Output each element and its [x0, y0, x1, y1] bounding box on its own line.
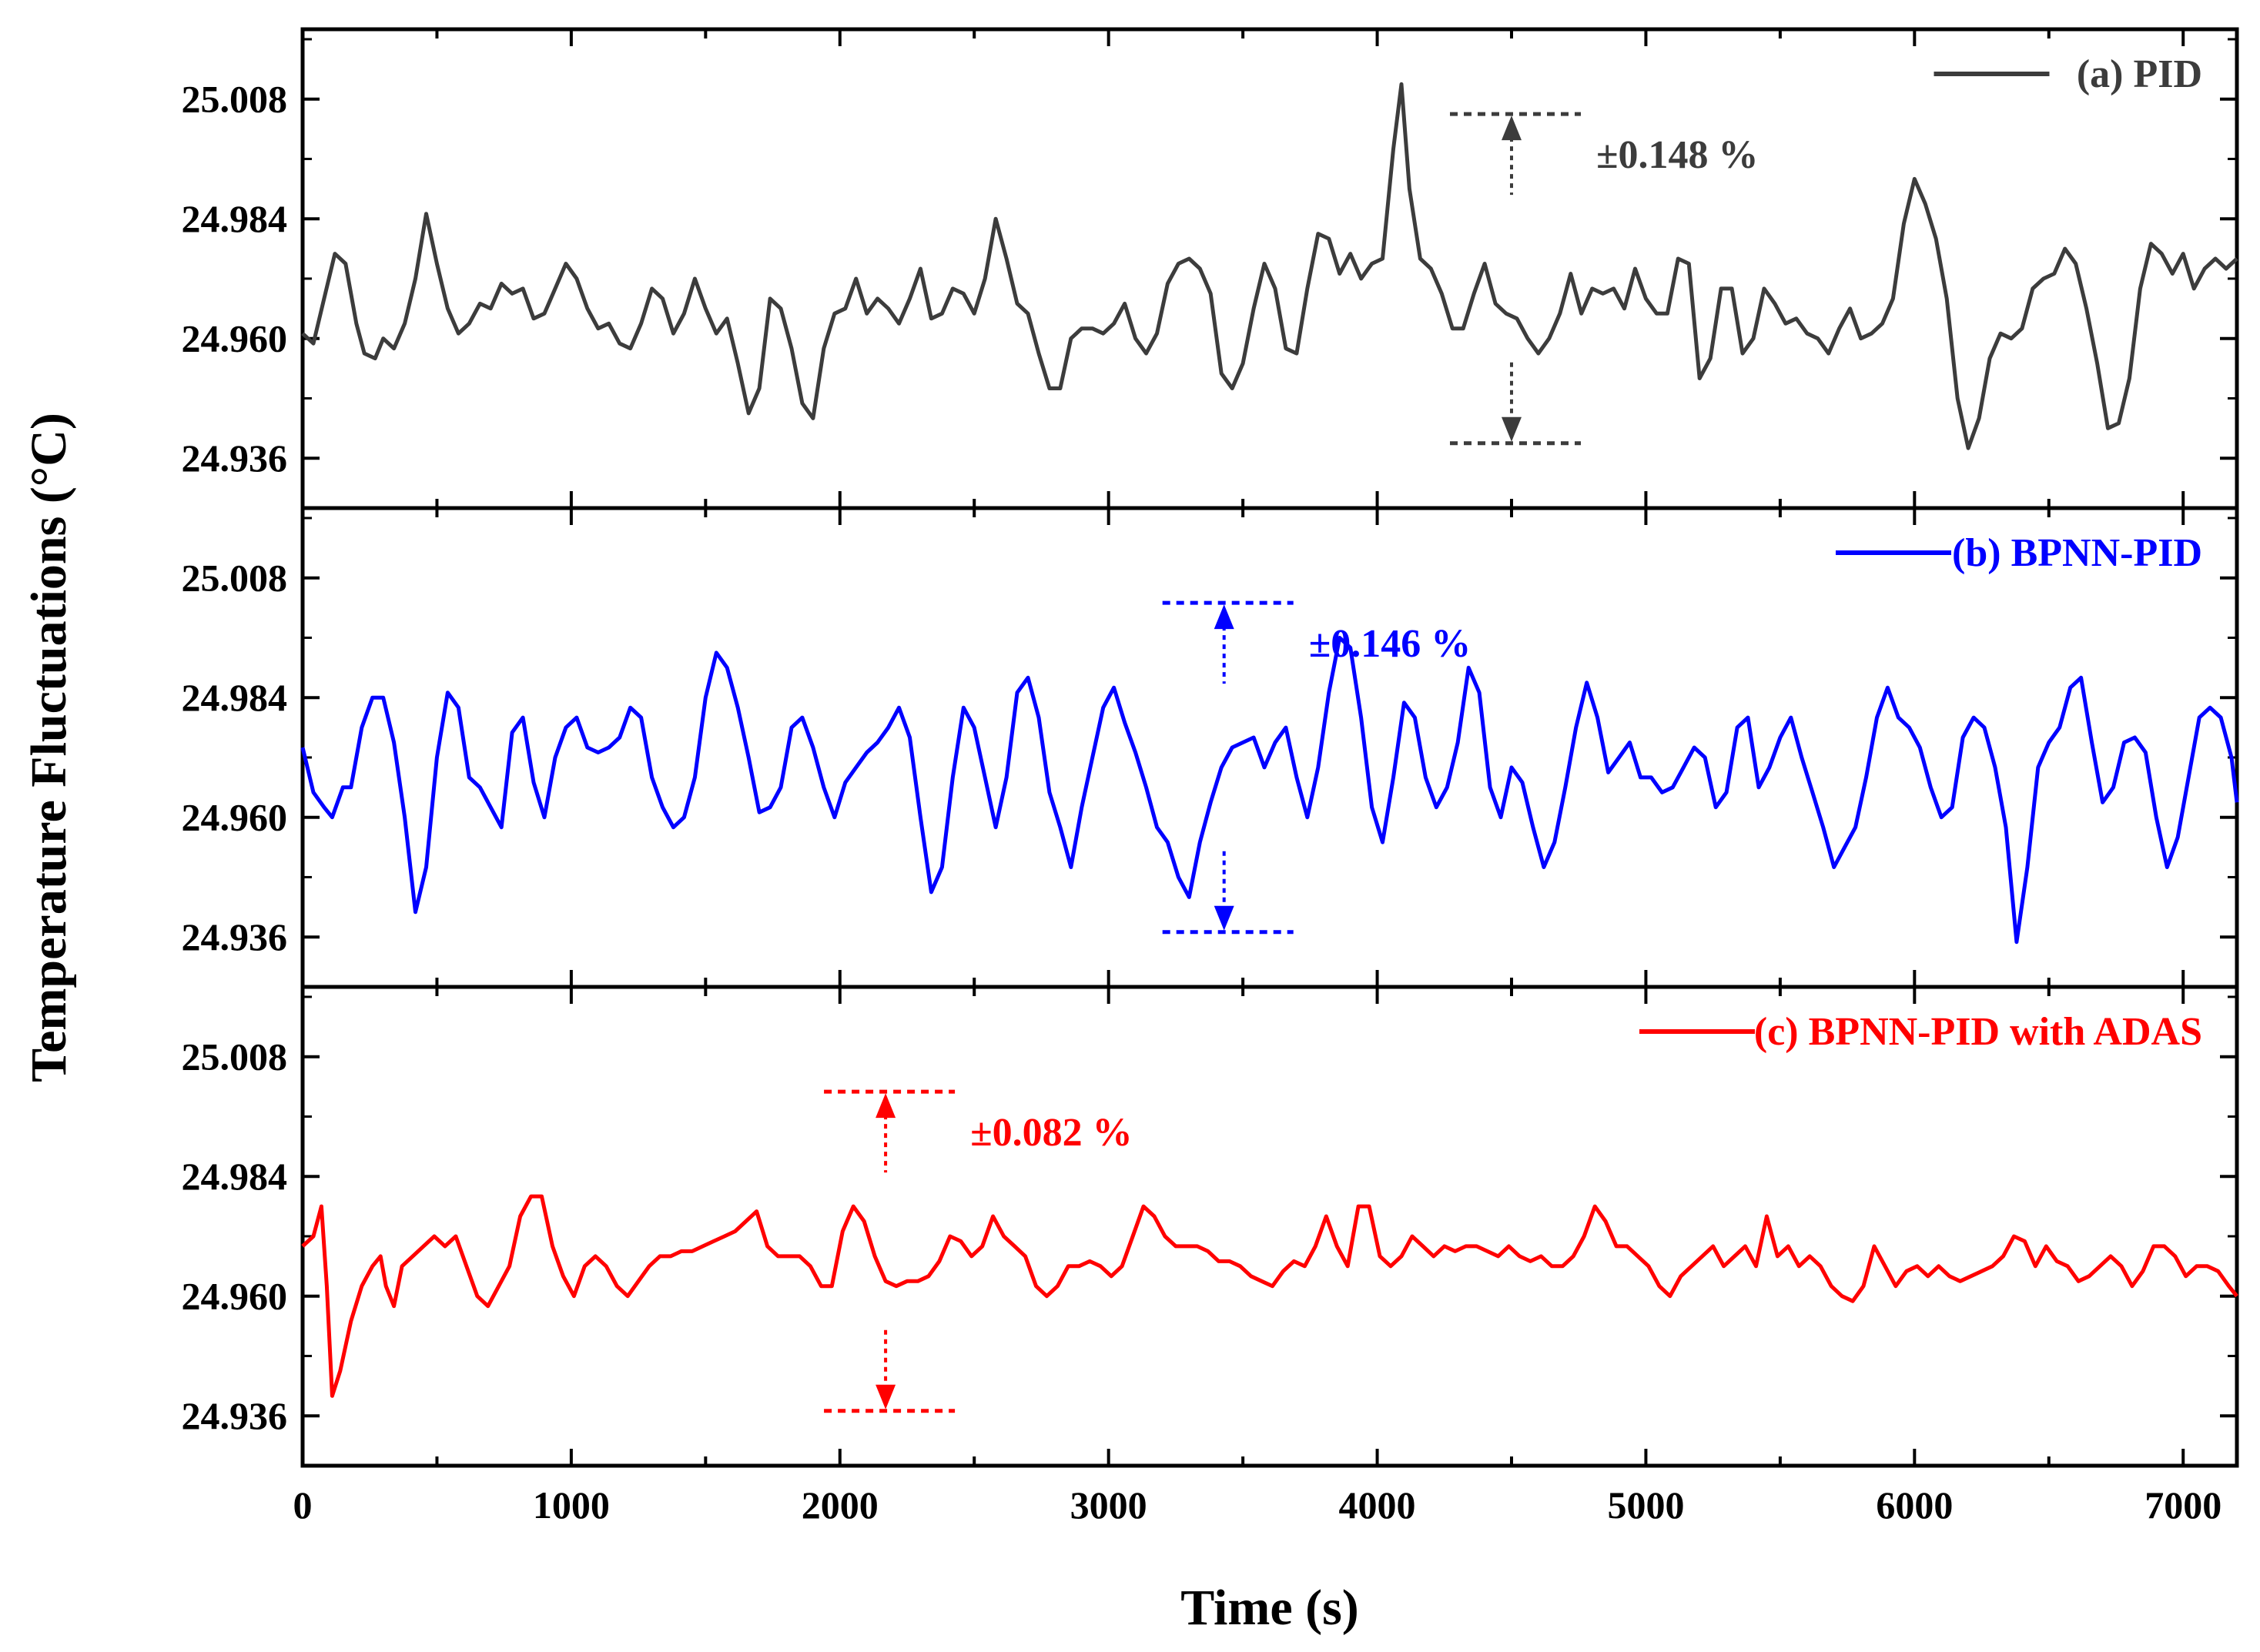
x-tick-label: 6000: [1876, 1483, 1953, 1527]
legend-label: (b) BPNN-PID: [1952, 531, 2202, 575]
arrow-head-up: [876, 1093, 896, 1119]
x-tick-label: 5000: [1607, 1483, 1684, 1527]
panel-frame: [300, 985, 2239, 1468]
arrow-head-down: [876, 1384, 896, 1410]
y-tick-label: 25.008: [182, 78, 288, 121]
panel-b: 24.936 24.960 24.984 25.008 (b) BPNN-PID ±0.1…: [182, 506, 2239, 989]
y-tick-label: 24.960: [182, 796, 288, 839]
arrow-head-up: [1214, 604, 1234, 630]
series-line-c: [301, 1194, 2238, 1398]
x-tick-label: 0: [293, 1483, 313, 1527]
x-axis-title: Time (s): [1180, 1580, 1359, 1636]
y-axis-title: Temperature Fluctuations (°C): [21, 413, 77, 1082]
y-tick-label: 24.960: [182, 1275, 288, 1318]
y-tick-label: 24.984: [182, 197, 288, 240]
arrow-head-up: [1502, 115, 1522, 141]
x-tick-label: 2000: [802, 1483, 879, 1527]
series-line-a: [301, 82, 2238, 450]
panel-c: 24.936 24.960 24.984 25.008 (c) BPNN-PID wit…: [182, 985, 2239, 1468]
y-tick-label: 24.936: [182, 1394, 288, 1437]
y-tick-label: 24.936: [182, 915, 288, 958]
arrow-head-down: [1214, 905, 1234, 931]
x-tick-label: 4000: [1339, 1483, 1416, 1527]
legend-label: (c) BPNN-PID with ADAS: [1754, 1010, 2202, 1054]
y-tick-label: 25.008: [182, 557, 288, 600]
x-tick-label: 3000: [1070, 1483, 1147, 1527]
range-annotation: ±0.146 %: [1309, 622, 1472, 666]
panel-frame: [300, 27, 2239, 510]
x-axis: 0 1000 2000 3000 4000 5000 6000 7000: [293, 1483, 2222, 1527]
y-tick-label: 24.984: [182, 1155, 288, 1198]
y-tick-label: 24.960: [182, 317, 288, 360]
x-tick-label: 7000: [2144, 1483, 2221, 1527]
x-tick-label: 1000: [533, 1483, 610, 1527]
range-annotation: ±0.148 %: [1596, 133, 1759, 177]
legend-label: (a) PID: [2077, 52, 2202, 96]
y-tick-label: 25.008: [182, 1035, 288, 1078]
series-line-b: [300, 636, 2239, 945]
range-annotation: ±0.082 %: [970, 1111, 1133, 1155]
panel-a: 24.936 24.960 24.984 25.008 (a) PID ±0.148 %: [182, 27, 2239, 510]
y-tick-label: 24.984: [182, 676, 288, 719]
panel-frame: [300, 506, 2239, 989]
y-tick-label: 24.936: [182, 436, 288, 480]
arrow-head-down: [1502, 416, 1522, 442]
